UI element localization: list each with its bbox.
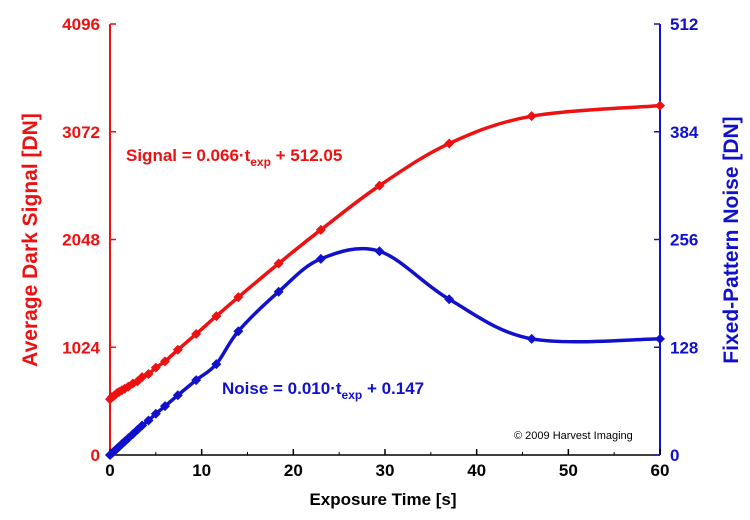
noise-equation-pre: Noise = 0.010·t [222,379,342,398]
noise-data-point [273,286,284,297]
signal-equation-post: + 512.05 [271,146,342,165]
y-right-tick-label: 128 [670,338,698,357]
x-tick-label: 0 [105,461,114,480]
noise-series-line [108,246,661,457]
x-axis-label: Exposure Time [s] [309,490,456,509]
noise-data-point [374,246,385,257]
signal-data-point [172,344,183,355]
y-axis-left-label: Average Dark Signal [DN] [19,113,42,367]
x-tick-label: 50 [559,461,578,480]
y-right-tick-label: 512 [670,15,698,34]
axes-group: 0 10 20 30 40 50 60010242048307240960128256384… [62,15,699,480]
signal-data-point [526,111,537,122]
y-left-tick-label: 2048 [62,231,100,250]
noise-data-point [191,375,202,386]
noise-data-point [444,294,455,305]
y-left-tick-label: 1024 [62,338,100,357]
y-right-tick-label: 0 [670,446,679,465]
noise-data-point [655,333,665,344]
signal-data-point [374,180,385,191]
signal-equation-sub: exp [250,155,271,169]
noise-data-point [172,390,183,401]
signal-data-point [444,138,455,149]
x-tick-label: 40 [467,461,486,480]
signal-data-point [191,328,202,339]
signal-data-point [233,292,244,303]
signal-equation: Signal = 0.066·texp + 512.05 [126,146,342,169]
y-right-tick-label: 256 [670,231,698,250]
y-left-tick-label: 3072 [62,123,100,142]
noise-data-point [119,436,130,447]
noise-equation-sub: exp [342,388,363,402]
y-left-tick-label: 0 [91,446,100,465]
noise-equation: Noise = 0.010·texp + 0.147 [222,379,424,402]
signal-data-point [160,356,170,367]
noise-data-point [233,326,244,337]
signal-data-point [315,224,326,235]
series-group [105,100,665,460]
copyright-notice: © 2009 Harvest Imaging [514,430,633,442]
x-tick-label: 20 [284,461,303,480]
signal-data-point [655,100,665,111]
noise-data-point [315,253,326,264]
noise-data-point [137,420,148,431]
y-left-tick-label: 4096 [62,15,100,34]
signal-data-point [143,368,154,379]
noise-data-point [211,359,222,370]
noise-data-point [526,333,537,344]
y-axis-right-label: Fixed-Pattern Noise [DN] [720,116,743,363]
signal-equation-pre: Signal = 0.066·t [126,146,251,165]
signal-data-point [150,362,161,373]
signal-data-point [273,258,284,269]
x-tick-label: 30 [376,461,395,480]
x-tick-label: 10 [192,461,211,480]
signal-data-point [119,383,130,394]
noise-data-point [150,408,161,419]
noise-data-point [143,415,154,426]
noise-data-point [160,401,170,412]
labels-group: Average Dark Signal [DN] Fixed-Pattern N… [19,113,743,509]
y-right-tick-label: 384 [670,123,699,142]
noise-equation-post: + 0.147 [362,379,424,398]
signal-data-point [211,311,222,322]
x-tick-label: 60 [651,461,670,480]
